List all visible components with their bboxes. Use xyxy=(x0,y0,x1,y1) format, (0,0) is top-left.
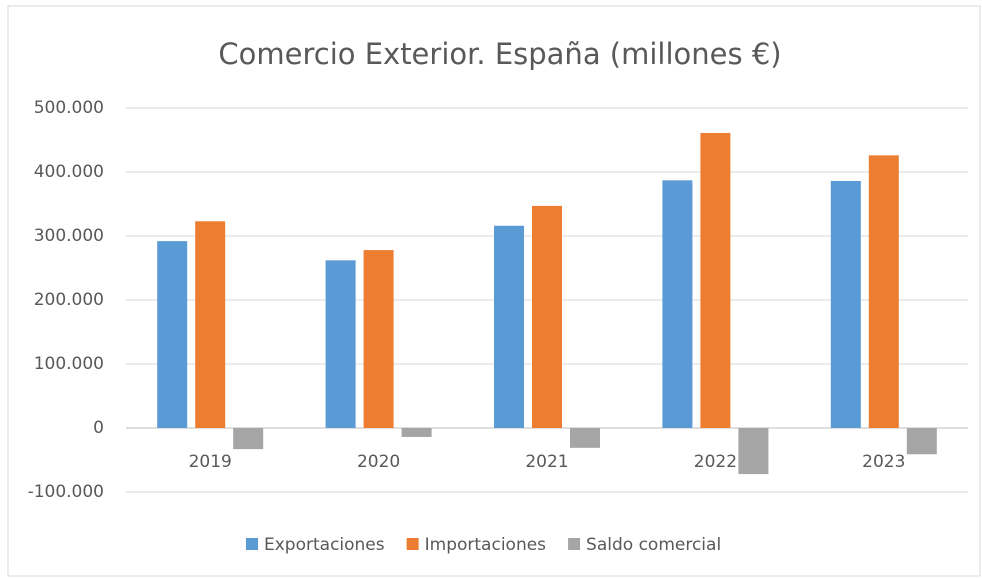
x-tick-label: 2023 xyxy=(862,452,905,472)
bar xyxy=(401,428,432,437)
legend-label: Exportaciones xyxy=(264,535,385,555)
bar xyxy=(700,132,731,428)
x-tick-label: 2021 xyxy=(525,452,568,472)
legend-label: Importaciones xyxy=(425,535,547,555)
legend-swatch xyxy=(568,538,581,550)
bar xyxy=(233,428,264,450)
bar xyxy=(494,225,524,428)
chart-title: Comercio Exterior. España (millones €) xyxy=(218,37,781,71)
bar xyxy=(906,428,937,455)
bar xyxy=(157,241,188,428)
bar xyxy=(325,260,356,428)
y-tick-label: 0 xyxy=(93,418,104,438)
y-tick-label: 500.000 xyxy=(34,98,104,118)
x-tick-label: 2022 xyxy=(694,452,737,472)
bar xyxy=(195,221,226,428)
bar xyxy=(532,205,562,428)
legend-swatch xyxy=(246,538,258,550)
bar xyxy=(570,428,600,448)
legend-swatch xyxy=(406,538,419,550)
y-tick-label: 200.000 xyxy=(34,290,104,310)
bar xyxy=(868,155,899,429)
bar xyxy=(363,250,394,428)
y-tick-label: -100.000 xyxy=(28,482,104,502)
bar xyxy=(830,180,861,428)
legend-label: Saldo comercial xyxy=(586,535,721,555)
y-tick-label: 400.000 xyxy=(34,162,104,182)
bar xyxy=(662,180,693,428)
y-tick-label: 100.000 xyxy=(34,354,104,374)
x-tick-label: 2020 xyxy=(357,452,400,472)
y-tick-label: 300.000 xyxy=(34,226,104,246)
bar xyxy=(738,428,769,475)
x-tick-label: 2019 xyxy=(189,452,232,472)
